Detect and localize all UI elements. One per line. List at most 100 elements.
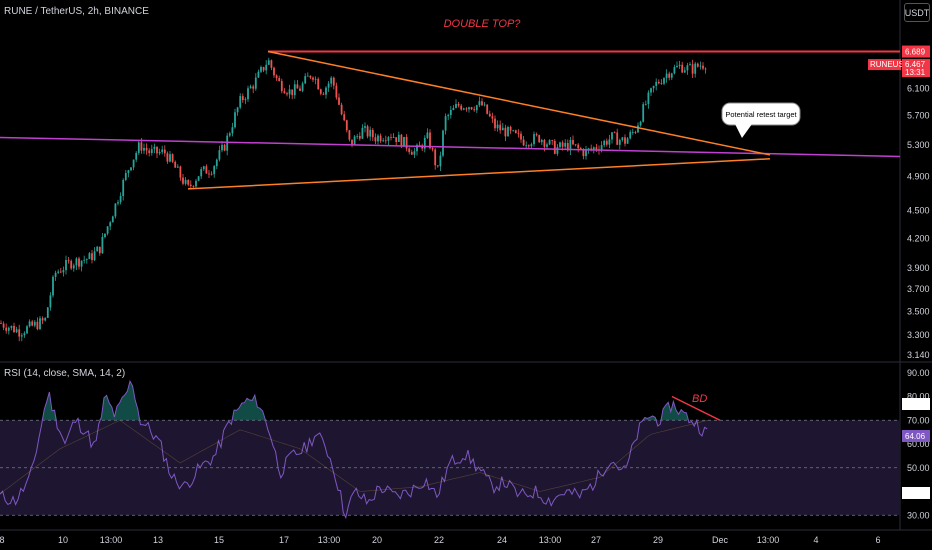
candle-body [28, 321, 31, 327]
time-tick-label: Dec [712, 535, 729, 545]
candle-body [234, 112, 236, 128]
resistance-price-label: 6.689 [905, 48, 926, 57]
time-tick-label: 10 [58, 535, 68, 545]
candle-body [509, 126, 512, 131]
candle-body [325, 87, 327, 95]
candle-body [413, 151, 416, 155]
candle-body [169, 154, 171, 162]
time-tick-label: 24 [497, 535, 507, 545]
candle-body [249, 86, 252, 89]
time-tick-label: 13:00 [539, 535, 562, 545]
candle-body [540, 140, 543, 143]
candle-body [135, 152, 138, 160]
rsi-pane[interactable]: 90.00 80.00 70.00 60.00 50.00 30.00 BD 76.96 64.… [0, 368, 930, 521]
candle-body [70, 260, 73, 269]
candle-body [330, 77, 333, 84]
candle-body [543, 140, 546, 147]
candle-body [600, 145, 603, 151]
candle-body [522, 139, 525, 146]
candle-body [605, 140, 608, 145]
price-tick-label: 5.300 [907, 140, 930, 150]
candle-body [663, 78, 665, 84]
candle-body [247, 88, 249, 100]
candle-body [603, 140, 606, 146]
triangle-upper-line [267, 50, 771, 156]
candle-body [267, 60, 270, 65]
candle-body [704, 68, 707, 70]
rsi-value-label: 64.06 [905, 432, 926, 441]
rsi-tick-label: 90.00 [907, 368, 930, 378]
candle-body [67, 260, 70, 261]
candle-body [83, 259, 86, 261]
candle-body [556, 147, 559, 154]
candle-body [91, 253, 93, 261]
candle-body [553, 140, 556, 154]
price-pane[interactable]: 6.100 5.700 5.300 4.900 4.500 4.200 3.900 3.700… [0, 0, 932, 530]
support-trendline [0, 136, 901, 158]
candle-body [254, 77, 257, 89]
triangle-lower-line [187, 158, 771, 190]
time-tick-label: 22 [434, 535, 444, 545]
candle-body [585, 149, 587, 157]
candle-body [345, 120, 348, 131]
price-tick-label: 3.700 [907, 284, 930, 294]
candle-body [96, 246, 99, 252]
candle-body [574, 144, 577, 146]
candle-body [7, 327, 10, 331]
candle-body [314, 78, 317, 80]
candle-body [501, 127, 504, 131]
candle-body [353, 136, 356, 146]
candle-body [408, 148, 411, 153]
candle-body [410, 152, 413, 155]
candle-body [111, 216, 114, 223]
candle-body [228, 133, 231, 136]
candle-body [395, 137, 398, 142]
price-tick-label: 3.300 [907, 330, 930, 340]
candle-body [15, 329, 18, 333]
candle-body [226, 135, 229, 151]
rsi-title: RSI (14, close, SMA, 14, 2) [4, 368, 126, 379]
candle-body [241, 96, 244, 101]
candle-body [270, 60, 273, 68]
candle-body [397, 134, 400, 142]
double-top-label: DOUBLE TOP? [444, 18, 522, 30]
candle-body [579, 148, 582, 150]
candle-body [283, 91, 286, 94]
countdown-label: 13:31 [905, 68, 926, 77]
candle-body [93, 251, 96, 261]
candle-body [431, 148, 434, 150]
candle-body [62, 270, 65, 273]
candle-body [470, 107, 473, 110]
candle-body [124, 173, 127, 180]
time-tick-label: 29 [653, 535, 663, 545]
candle-body [481, 101, 483, 106]
candle-body [348, 130, 351, 140]
candle-body [665, 73, 668, 79]
candle-body [426, 132, 429, 139]
candle-body [559, 142, 561, 148]
currency-button[interactable]: USDT [904, 3, 930, 22]
rsi-value-tag [902, 398, 930, 410]
candle-body [660, 83, 663, 85]
candle-body [423, 138, 426, 149]
candle-body [631, 131, 634, 133]
candle-body [525, 145, 528, 147]
time-tick-label: 20 [372, 535, 382, 545]
candle-body [608, 139, 611, 145]
candle-body [460, 105, 463, 110]
candle-body [312, 77, 314, 80]
candle-body [657, 81, 660, 84]
candle-body [520, 133, 522, 140]
candle-body [382, 140, 385, 142]
candle-body [442, 130, 444, 156]
candle-body [462, 108, 465, 110]
candle-body [400, 134, 403, 147]
candle-body [197, 176, 200, 181]
candle-body [236, 107, 239, 113]
candle-body [465, 108, 468, 110]
candle-body [683, 70, 686, 73]
candle-body [455, 103, 457, 108]
candle-body [569, 139, 572, 151]
candle-body [18, 329, 21, 337]
